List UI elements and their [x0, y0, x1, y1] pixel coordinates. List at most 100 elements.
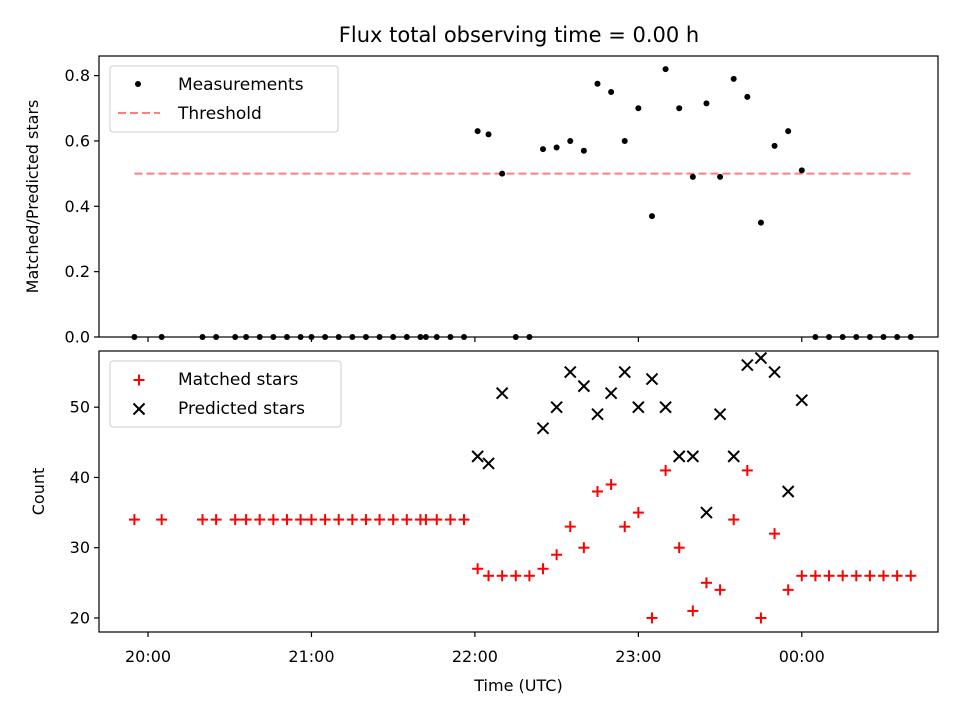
- predicted-point: [727, 450, 740, 463]
- measurement-point: [417, 334, 424, 340]
- matched-point: [755, 612, 767, 624]
- measurement-point: [461, 334, 468, 340]
- measurement-point: [362, 334, 369, 340]
- measurement-point: [349, 334, 356, 340]
- matched-point: [769, 528, 781, 540]
- predicted-point-b: [482, 457, 495, 470]
- top-y-tick-label: 0.2: [65, 262, 90, 281]
- matched-point: [483, 570, 495, 582]
- measurement-point: [243, 334, 250, 340]
- measurement-point: [499, 170, 506, 177]
- bottom-x-tick-label: 00:00: [779, 647, 825, 666]
- matched-point: [360, 514, 372, 526]
- measurement-point: [283, 334, 290, 340]
- top-y-tick-label: 0.4: [65, 197, 90, 216]
- predicted-point: [659, 400, 672, 414]
- matched-point: [632, 507, 644, 519]
- predicted-point: [781, 485, 795, 498]
- predicted-point: [536, 422, 550, 435]
- predicted-point: [577, 379, 591, 393]
- predicted-point-b: [471, 450, 484, 463]
- predicted-point-b: [618, 365, 631, 379]
- measurement-point: [297, 334, 304, 340]
- legend-predicted-label: Predicted stars: [178, 399, 305, 419]
- predicted-point-b: [550, 400, 563, 414]
- matched-point: [387, 514, 399, 526]
- matched-point: [905, 570, 917, 582]
- predicted-point: [673, 450, 686, 463]
- measurement-point: [853, 334, 860, 340]
- predicted-point: [495, 386, 509, 400]
- predicted-point-b: [727, 450, 740, 463]
- measurement-point: [474, 128, 481, 135]
- measurement-point: [447, 334, 454, 340]
- predicted-point: [741, 358, 754, 372]
- measurement-point: [376, 334, 383, 340]
- predicted-point-b: [795, 393, 809, 407]
- measurement-point: [131, 334, 138, 340]
- measurement-point: [213, 334, 220, 340]
- measurement-point: [635, 105, 642, 112]
- matched-point: [295, 514, 307, 526]
- matched-point: [472, 563, 484, 575]
- matched-point: [401, 514, 413, 526]
- top-y-tick-label: 0.0: [65, 328, 90, 347]
- predicted-point-b: [645, 372, 659, 386]
- bottom-x-tick-label: 22:00: [452, 647, 498, 666]
- predicted-point: [795, 393, 809, 407]
- measurement-point: [621, 137, 628, 144]
- matched-point: [891, 570, 903, 582]
- bottom-y-axis-label: Count: [29, 468, 48, 516]
- predicted-point: [604, 386, 618, 400]
- measurement-point: [785, 128, 792, 135]
- matched-point: [333, 514, 345, 526]
- predicted-point-b: [604, 386, 618, 400]
- measurement-point: [717, 173, 724, 180]
- bottom-axes: 20 30 40 50 20:00 21:00 22:00 23:00 00:00 Count…: [29, 350, 939, 695]
- matched-point: [305, 514, 317, 526]
- bottom-y-tick-label: 50: [70, 398, 90, 417]
- legend-predicted-cross-b: [132, 402, 146, 416]
- matched-point: [673, 542, 685, 554]
- bottom-legend-box: [109, 360, 342, 428]
- top-y-tick-label: 0.6: [65, 131, 90, 150]
- measurement-point: [689, 173, 696, 180]
- measurement-point: [567, 137, 574, 144]
- predicted-point: [754, 351, 768, 365]
- x-axis-label: Time (UTC): [473, 676, 562, 695]
- measurement-point: [812, 334, 819, 340]
- measurement-point: [730, 75, 737, 82]
- matched-point: [496, 570, 508, 582]
- top-axes: 0.00.20.40.60.8 Matched/Predicted stars …: [23, 55, 939, 347]
- measurement-point: [433, 334, 440, 340]
- matched-point: [837, 570, 849, 582]
- measurement-point: [526, 334, 533, 340]
- matched-point: [782, 584, 794, 596]
- predicted-point-b: [713, 408, 727, 421]
- predicted-point: [591, 408, 604, 421]
- measurement-point: [308, 334, 315, 340]
- matched-point: [254, 514, 266, 526]
- predicted-point: [768, 365, 781, 379]
- measurement-point: [158, 334, 165, 340]
- predicted-point-b: [495, 386, 509, 400]
- bottom-axes-frame: [98, 350, 939, 633]
- matched-point: [741, 464, 753, 476]
- legend-matched-marker: [133, 374, 145, 386]
- measurement-point: [703, 100, 710, 107]
- predicted-point: [618, 365, 631, 379]
- legend-measurements-label: Measurements: [178, 75, 304, 95]
- legend-matched-plus: [133, 374, 145, 386]
- bottom-x-tick-label: 23:00: [615, 647, 661, 666]
- top-legend-box: [109, 65, 339, 133]
- bottom-y-tick-label: 40: [70, 468, 90, 487]
- top-y-axis-label: Matched/Predicted stars: [23, 100, 42, 294]
- matched-point: [564, 521, 576, 533]
- predicted-point-b: [673, 450, 686, 463]
- legend-predicted-cross: [132, 402, 146, 416]
- measurement-point: [744, 93, 751, 100]
- matched-point: [510, 570, 522, 582]
- matched-point: [374, 514, 386, 526]
- measurement-point: [771, 142, 778, 149]
